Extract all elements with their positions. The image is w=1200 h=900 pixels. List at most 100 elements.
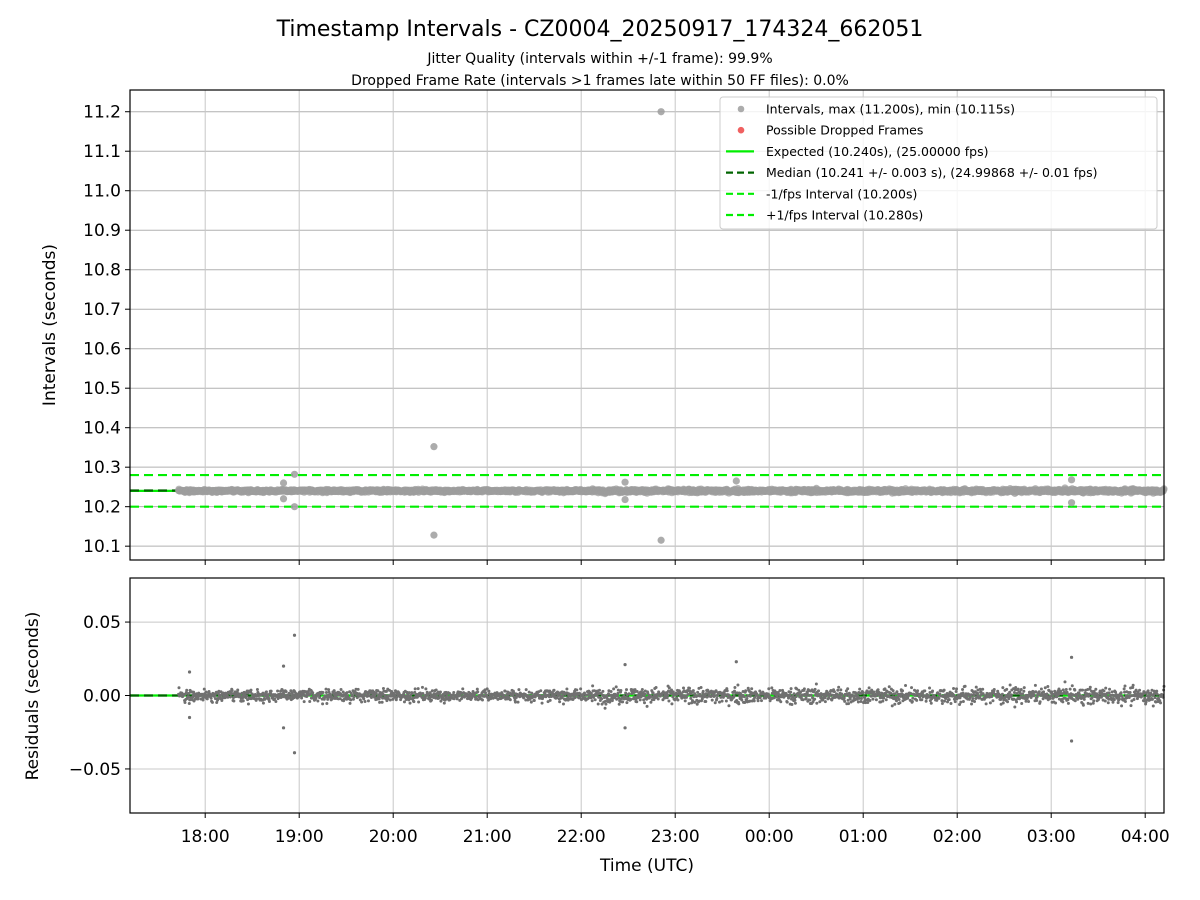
- residual-point: [1094, 687, 1098, 691]
- residual-point: [955, 687, 959, 691]
- residual-point: [724, 693, 728, 697]
- residual-point: [192, 690, 196, 694]
- residual-point: [1037, 690, 1041, 694]
- residual-point: [624, 688, 628, 692]
- residual-point: [475, 687, 479, 691]
- residual-point: [911, 696, 915, 700]
- residual-point: [591, 684, 595, 688]
- x-axis-label: Time (UTC): [599, 856, 694, 876]
- residual-point: [274, 699, 278, 703]
- residual-outlier-point: [734, 660, 738, 664]
- residual-point: [348, 701, 352, 705]
- residual-point: [904, 683, 908, 687]
- residual-point: [486, 698, 490, 702]
- residual-point: [455, 697, 459, 701]
- residual-point: [232, 699, 236, 703]
- x-tick-label: 18:00: [181, 827, 230, 847]
- residual-point: [654, 685, 658, 689]
- residual-point: [880, 691, 884, 695]
- residual-point: [540, 701, 544, 705]
- residual-point: [1006, 700, 1010, 704]
- residual-point: [937, 696, 941, 700]
- residual-point: [413, 687, 417, 691]
- residual-point: [426, 692, 430, 696]
- residual-point: [792, 692, 796, 696]
- residual-point: [366, 699, 370, 703]
- residual-point: [973, 700, 977, 704]
- residual-point: [1021, 692, 1025, 696]
- residual-point: [326, 697, 330, 701]
- residual-outlier-point: [623, 663, 627, 667]
- residual-point: [689, 696, 693, 700]
- chart-subtitle-jitter: Jitter Quality (intervals within +/-1 fr…: [426, 51, 772, 67]
- residual-point: [778, 689, 782, 693]
- residual-point: [895, 699, 899, 703]
- residual-point: [1007, 697, 1011, 701]
- residual-point: [276, 689, 280, 693]
- residual-point: [727, 704, 731, 708]
- residual-point: [1008, 690, 1012, 694]
- residual-point: [866, 701, 870, 705]
- residual-point: [1151, 704, 1155, 708]
- legend-label-dropped: Possible Dropped Frames: [766, 123, 923, 138]
- residual-point: [381, 686, 385, 690]
- residual-point: [352, 695, 356, 699]
- intervals-points: [174, 108, 1168, 544]
- residual-point: [1015, 700, 1019, 704]
- residual-point: [438, 690, 442, 694]
- residual-point: [828, 692, 832, 696]
- residual-point: [740, 698, 744, 702]
- residual-point: [573, 696, 577, 700]
- residual-point: [402, 700, 406, 704]
- residual-point: [735, 691, 739, 695]
- residual-point: [1066, 701, 1070, 705]
- intervals-y-axis-label: Intervals (seconds): [40, 244, 60, 406]
- residual-point: [752, 699, 756, 703]
- residual-point: [899, 694, 903, 698]
- residual-point: [958, 703, 962, 707]
- residual-point: [690, 701, 694, 705]
- residual-outlier-point: [1069, 739, 1074, 743]
- intervals-y-tick-label: 11.2: [83, 103, 121, 123]
- residual-point: [1155, 692, 1159, 696]
- residual-outlier-point: [187, 670, 192, 674]
- intervals-y-ticks: 10.110.210.310.410.510.610.710.810.911.0…: [83, 103, 130, 557]
- residuals-panel: −0.050.000.05 18:00 19:00 20:00 21:00 22:00 2…: [23, 560, 1170, 876]
- residual-point: [1090, 696, 1094, 700]
- residual-point: [207, 690, 211, 694]
- residual-point: [394, 698, 398, 702]
- residual-point: [670, 702, 674, 706]
- residual-point: [380, 700, 384, 704]
- residual-point: [616, 691, 620, 695]
- residual-point: [693, 700, 697, 704]
- residual-point: [839, 688, 843, 692]
- residual-point: [1087, 692, 1091, 696]
- residual-point: [846, 687, 850, 691]
- residual-point: [565, 687, 569, 691]
- legend-box: [719, 96, 1158, 230]
- residual-point: [865, 689, 869, 693]
- residual-point: [1008, 683, 1012, 687]
- residual-point: [817, 689, 821, 693]
- residual-point: [713, 701, 717, 705]
- residual-point: [935, 698, 939, 702]
- residual-point: [627, 692, 631, 696]
- residual-point: [779, 700, 783, 704]
- residual-point: [522, 696, 526, 700]
- residual-point: [940, 701, 944, 705]
- residual-point: [1059, 689, 1063, 693]
- residual-point: [701, 689, 705, 693]
- residual-point: [872, 690, 876, 694]
- residual-point: [811, 696, 815, 700]
- residual-point: [408, 701, 412, 705]
- residual-point: [863, 696, 867, 700]
- residual-point: [1057, 687, 1061, 691]
- residual-point: [384, 689, 388, 693]
- residual-point: [638, 698, 642, 702]
- residual-point: [267, 699, 271, 703]
- residual-point: [898, 701, 902, 705]
- residual-point: [790, 697, 794, 701]
- residual-point: [699, 685, 703, 689]
- residual-point: [532, 698, 536, 702]
- chart-subtitle-dropped: Dropped Frame Rate (intervals >1 frames …: [351, 73, 849, 89]
